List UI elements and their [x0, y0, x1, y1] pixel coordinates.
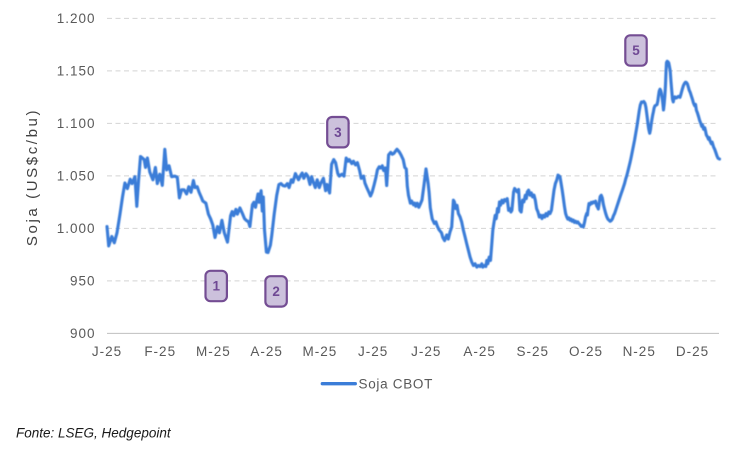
svg-text:1.100: 1.100 [57, 116, 96, 131]
svg-text:S-25: S-25 [517, 344, 550, 359]
svg-text:N-25: N-25 [623, 344, 656, 359]
svg-text:J-25: J-25 [92, 344, 122, 359]
svg-text:Fonte: LSEG, Hedgepoint: Fonte: LSEG, Hedgepoint [16, 425, 172, 440]
svg-text:1.050: 1.050 [57, 169, 96, 184]
svg-text:A-25: A-25 [250, 344, 283, 359]
svg-text:J-25: J-25 [358, 344, 388, 359]
svg-text:Soja (US$c/bu): Soja (US$c/bu) [24, 108, 41, 246]
svg-text:J-25: J-25 [411, 344, 441, 359]
svg-text:1: 1 [212, 279, 220, 294]
svg-text:A-25: A-25 [463, 344, 496, 359]
svg-text:900: 900 [70, 326, 96, 341]
svg-text:F-25: F-25 [144, 344, 176, 359]
svg-text:Soja CBOT: Soja CBOT [359, 376, 434, 391]
svg-text:2: 2 [272, 284, 280, 299]
svg-text:950: 950 [70, 274, 96, 289]
svg-text:M-25: M-25 [196, 344, 231, 359]
svg-text:1.150: 1.150 [57, 64, 96, 79]
svg-text:D-25: D-25 [676, 344, 709, 359]
svg-text:1.000: 1.000 [57, 221, 96, 236]
svg-text:1.200: 1.200 [57, 11, 96, 26]
svg-text:O-25: O-25 [569, 344, 603, 359]
svg-text:5: 5 [632, 43, 640, 58]
svg-text:3: 3 [334, 125, 342, 140]
svg-text:M-25: M-25 [303, 344, 338, 359]
